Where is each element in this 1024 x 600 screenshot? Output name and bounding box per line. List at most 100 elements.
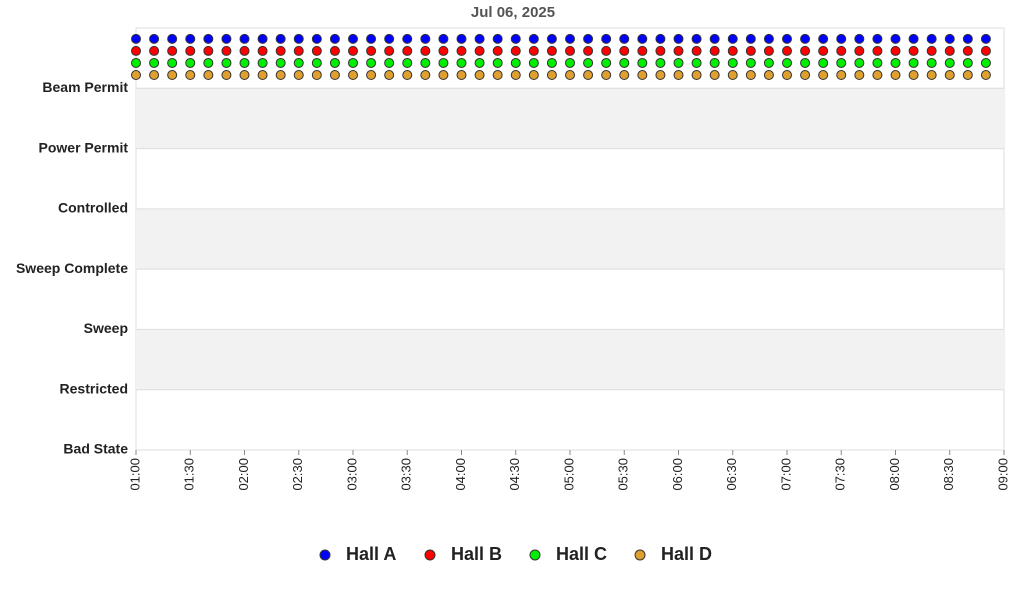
point <box>601 45 612 56</box>
point <box>239 57 250 68</box>
point <box>691 70 702 81</box>
point <box>149 45 160 56</box>
point <box>727 70 738 81</box>
point <box>583 70 594 81</box>
x-tick-label: 02:30 <box>290 458 305 491</box>
point <box>763 33 774 44</box>
point <box>402 70 413 81</box>
point <box>727 33 738 44</box>
point <box>456 33 467 44</box>
point <box>962 70 973 81</box>
point <box>402 33 413 44</box>
point <box>131 57 141 68</box>
point <box>438 33 449 44</box>
point <box>329 45 340 56</box>
point <box>293 33 304 44</box>
point <box>980 70 991 81</box>
x-tick-label: 08:00 <box>887 458 902 491</box>
point <box>673 57 684 68</box>
point <box>583 45 594 56</box>
point <box>890 57 901 68</box>
point <box>673 33 684 44</box>
point <box>745 33 756 44</box>
point <box>167 33 178 44</box>
point <box>221 45 232 56</box>
point <box>854 33 865 44</box>
point <box>800 57 811 68</box>
chart-title: Jul 06, 2025 <box>471 4 555 21</box>
point <box>366 45 377 56</box>
point <box>565 57 575 68</box>
y-tick-label: Restricted <box>60 380 128 396</box>
point <box>311 33 322 44</box>
x-tick-label: 08:30 <box>941 458 956 491</box>
point <box>149 33 160 44</box>
y-tick-label: Power Permit <box>39 139 129 155</box>
point <box>402 45 413 56</box>
band <box>136 329 1004 390</box>
point <box>185 70 196 81</box>
legend-item: Hall B <box>424 544 502 564</box>
point <box>980 57 991 68</box>
legend-marker <box>424 549 436 561</box>
point <box>836 57 847 68</box>
point <box>727 45 738 56</box>
point <box>221 57 232 68</box>
point <box>854 45 865 56</box>
x-tick-label: 06:00 <box>670 458 685 491</box>
point <box>257 33 268 44</box>
point <box>800 70 811 81</box>
point <box>311 70 322 81</box>
point <box>619 70 630 81</box>
point <box>890 45 901 56</box>
point <box>420 57 431 68</box>
point <box>420 33 431 44</box>
point <box>619 33 630 44</box>
point <box>854 70 865 81</box>
y-tick-label: Controlled <box>58 200 128 216</box>
point <box>474 33 485 44</box>
point <box>673 45 684 56</box>
point <box>583 57 594 68</box>
point <box>275 33 286 44</box>
point <box>745 70 756 81</box>
point <box>329 70 340 81</box>
point <box>275 57 286 68</box>
x-tick-label: 04:30 <box>507 458 522 491</box>
point <box>836 33 847 44</box>
legend-label: Hall B <box>451 544 502 564</box>
point <box>203 70 214 81</box>
point <box>311 57 322 68</box>
point <box>709 45 720 56</box>
legend-marker <box>634 549 646 561</box>
point <box>239 70 250 81</box>
point <box>221 70 232 81</box>
point <box>782 45 792 56</box>
point <box>637 33 648 44</box>
point <box>203 33 214 44</box>
point <box>420 45 431 56</box>
x-tick-label: 01:00 <box>127 458 142 491</box>
point <box>926 33 937 44</box>
legend-label: Hall A <box>346 544 396 564</box>
point <box>348 33 358 44</box>
legend-marker <box>319 549 331 561</box>
x-tick-label: 03:30 <box>399 458 414 491</box>
band <box>136 88 1004 149</box>
y-tick-label: Beam Permit <box>42 79 128 95</box>
point <box>818 45 829 56</box>
point <box>926 70 937 81</box>
point <box>420 70 431 81</box>
x-tick-label: 02:00 <box>236 458 251 491</box>
point <box>546 57 557 68</box>
x-tick-label: 03:00 <box>344 458 359 491</box>
point <box>709 33 720 44</box>
point <box>438 45 449 56</box>
point <box>944 70 955 81</box>
point <box>962 57 973 68</box>
point <box>637 70 648 81</box>
legend-label: Hall D <box>661 544 712 564</box>
point <box>257 70 268 81</box>
point <box>836 70 847 81</box>
